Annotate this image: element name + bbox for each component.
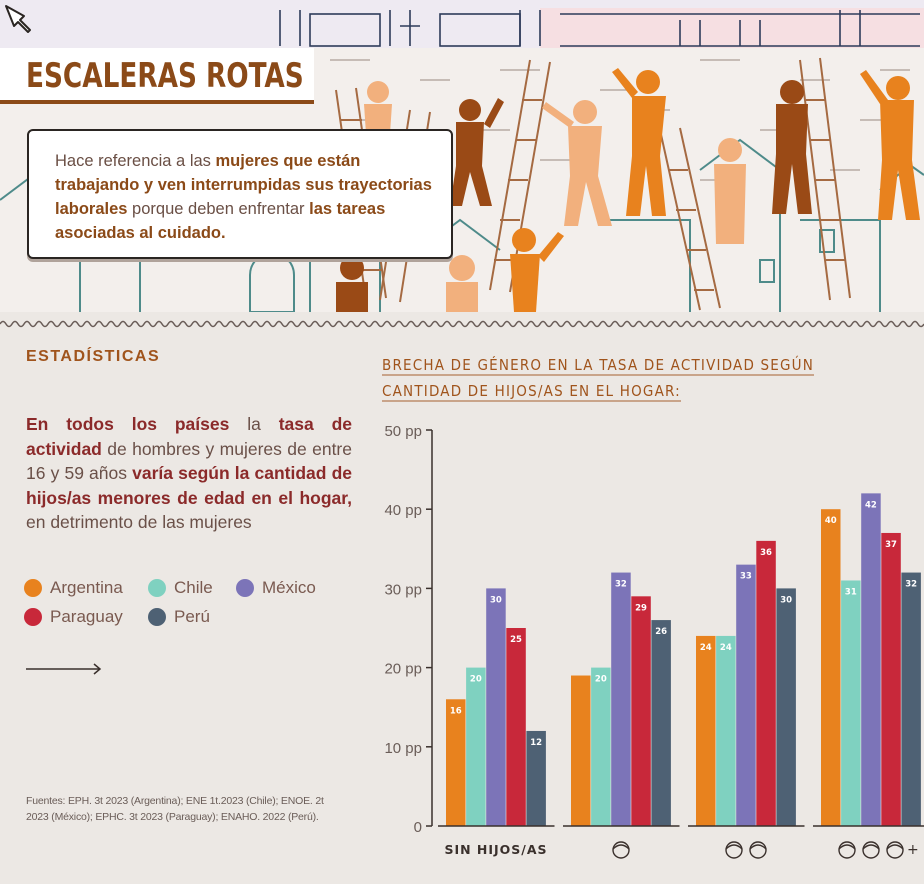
arrow-right-icon [26, 663, 102, 675]
bar-value-label: 32 [905, 580, 917, 590]
bar-value-label: 20 [595, 675, 607, 685]
y-tick-label: 10 pp [384, 740, 422, 757]
bar [651, 620, 671, 826]
child-icon [612, 844, 630, 850]
bar [841, 580, 861, 826]
legend-item-peru: Perú [148, 607, 210, 627]
child-icon [725, 841, 743, 859]
legend-item-argentina: Argentina [24, 578, 123, 598]
bar-value-label: 12 [530, 738, 542, 748]
bar-value-label: 20 [470, 675, 482, 685]
y-tick-label: 50 pp [384, 423, 422, 440]
banner-title: ESCALERAS ROTAS [26, 56, 304, 96]
bar [861, 493, 881, 826]
definition-text: Hace referencia a las mujeres que están … [55, 152, 432, 242]
y-tick-label: 40 pp [384, 502, 422, 519]
legend-item-mexico: México [236, 578, 316, 598]
bar [591, 667, 611, 826]
bar-value-label: 24 [700, 643, 712, 653]
child-icon [862, 844, 880, 850]
bar [756, 540, 776, 826]
legend-swatch [148, 579, 166, 597]
bar-value-label: 25 [510, 635, 522, 645]
legend-swatch [24, 608, 42, 626]
bar-value-label: 37 [885, 540, 897, 550]
bar [736, 564, 756, 826]
bar-value-label: 30 [490, 595, 502, 605]
bar-chart: 0 10 pp 20 pp 30 pp 40 pp 50 pp 16 20 30 25 12 20 32… [384, 423, 924, 859]
stats-paragraph: En todos los países la tasa de actividad… [26, 414, 352, 532]
bar [466, 667, 486, 826]
illustration-banner: ESCALERAS ROTAS Hace referencia a las mu… [0, 0, 924, 312]
y-tick-label: 20 pp [384, 661, 422, 678]
category-plus-label: + [907, 842, 919, 858]
bar [631, 596, 651, 826]
bar [901, 572, 921, 826]
legend-item-chile: Chile [148, 578, 213, 598]
bar [696, 635, 716, 826]
legend-swatch [24, 579, 42, 597]
bar [881, 532, 901, 826]
banner-title-box: ESCALERAS ROTAS [0, 48, 314, 104]
child-icon [886, 841, 904, 859]
legend-swatch [236, 579, 254, 597]
sources-note: Fuentes: EPH. 3t 2023 (Argentina); ENE 1… [26, 795, 324, 823]
bar-value-label: 29 [635, 603, 647, 613]
child-icon [838, 841, 856, 859]
bar [821, 509, 841, 826]
definition-note: Hace referencia a las mujeres que están … [27, 129, 453, 259]
bar [506, 628, 526, 826]
chart-title: BRECHA DE GÉNERO EN LA TASA DE ACTIVIDAD… [382, 356, 815, 402]
pushpin-icon [5, 5, 31, 33]
child-icon [749, 844, 767, 850]
bar-value-label: 30 [780, 595, 792, 605]
child-icon [838, 844, 856, 850]
child-icon [725, 844, 743, 850]
broken-ladders-illustration [0, 0, 924, 312]
bar [571, 675, 591, 826]
bar [526, 730, 546, 826]
y-tick-label: 0 [414, 819, 422, 836]
bar-value-label: 33 [740, 572, 752, 582]
legend-item-paraguay: Paraguay [24, 607, 123, 627]
bar-value-label: 24 [720, 643, 732, 653]
bar-value-label: 32 [615, 580, 627, 590]
child-icon [749, 841, 767, 859]
category-label: SIN HIJOS/AS [444, 842, 547, 857]
legend-swatch [148, 608, 166, 626]
bar-value-label: 16 [450, 706, 462, 716]
bar [446, 699, 466, 826]
definition-highlight-care: las tareas asociadas al cuidado. [55, 200, 386, 242]
bar-value-label: 31 [845, 587, 857, 597]
child-icon [886, 844, 904, 850]
bar-value-label: 40 [825, 516, 837, 526]
bar-value-label: 26 [655, 627, 667, 637]
section-heading: ESTADÍSTICAS [26, 348, 161, 365]
child-icon [862, 841, 880, 859]
bar [716, 635, 736, 826]
bar [486, 588, 506, 826]
bar [611, 572, 631, 826]
wavy-divider [0, 320, 924, 328]
bar-value-label: 36 [760, 548, 772, 558]
child-icon [612, 841, 630, 859]
definition-highlight: mujeres que están trabajando y ven inter… [55, 152, 432, 218]
y-tick-label: 30 pp [384, 581, 422, 598]
bar-value-label: 42 [865, 500, 877, 510]
bar [776, 588, 796, 826]
